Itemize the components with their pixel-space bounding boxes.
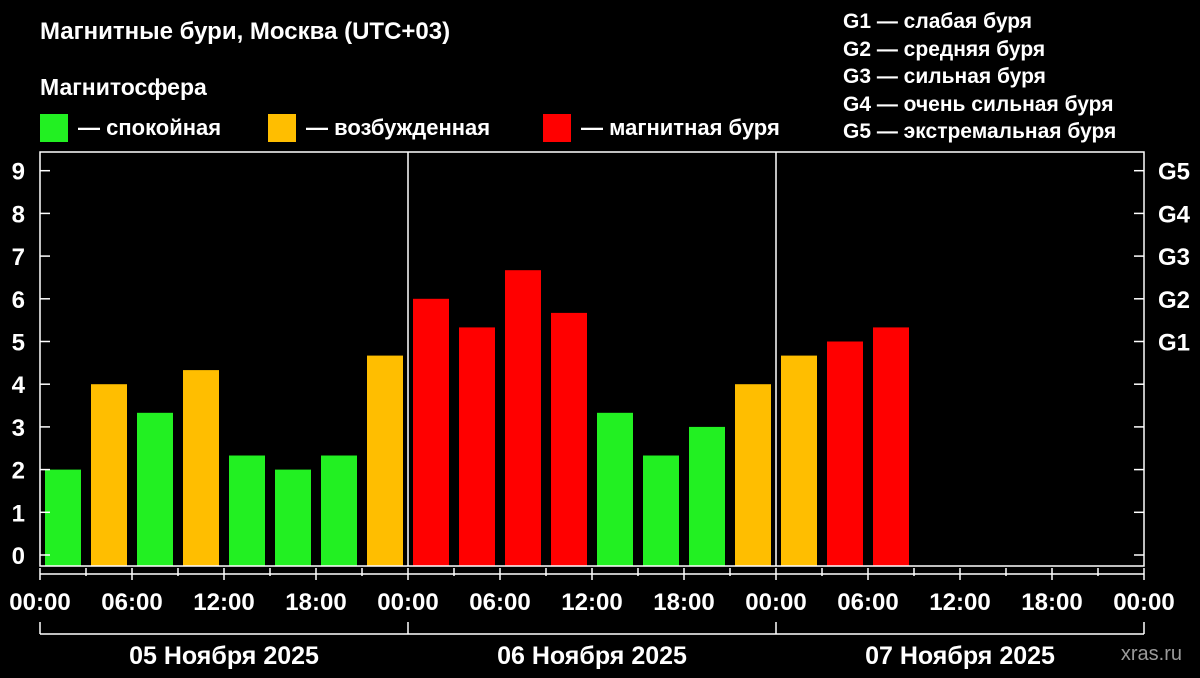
g-scale-g1: G1 — слабая буря	[843, 10, 1033, 33]
y-tick-label-6: 6	[12, 287, 25, 314]
kp-bar-7	[321, 455, 357, 566]
x-tick-label-7: 18:00	[653, 589, 714, 616]
x-tick-label-9: 06:00	[837, 589, 898, 616]
kp-bar-1	[45, 469, 81, 566]
kp-bar-3	[137, 412, 173, 566]
kp-bar-14	[643, 455, 679, 566]
kp-bar-17	[781, 355, 817, 566]
kp-bar-9	[413, 298, 449, 566]
g-scale-g5: G5 — экстремальная буря	[843, 120, 1117, 143]
watermark: xras.ru	[1120, 643, 1182, 665]
right-axis-label-g5: G5	[1158, 159, 1190, 186]
plot-frame	[39, 151, 1145, 567]
right-axis-label-g3: G3	[1158, 244, 1190, 271]
x-tick-label-11: 18:00	[1021, 589, 1082, 616]
right-axis-label-g1: G1	[1158, 330, 1190, 357]
y-tick-label-7: 7	[12, 244, 25, 271]
y-tick-label-0: 0	[12, 543, 25, 570]
kp-bar-12	[551, 312, 587, 566]
y-tick-label-9: 9	[12, 159, 25, 186]
legend-heading: Магнитосфера	[40, 74, 207, 100]
y-tick-label-1: 1	[12, 500, 25, 527]
kp-bar-11	[505, 270, 541, 566]
y-tick-label-8: 8	[12, 201, 25, 228]
legend-swatch-quiet	[40, 114, 68, 142]
x-tick-label-6: 12:00	[561, 589, 622, 616]
kp-bar-13	[597, 412, 633, 566]
y-tick-label-2: 2	[12, 458, 25, 485]
kp-bar-4	[183, 370, 219, 566]
kp-bar-19	[873, 327, 909, 566]
g-scale-g2: G2 — средняя буря	[843, 37, 1046, 61]
chart-title: Магнитные бури, Москва (UTC+03)	[40, 18, 451, 45]
x-tick-label-10: 12:00	[929, 589, 990, 616]
day-label-2: 06 Ноября 2025	[497, 642, 687, 670]
kp-bar-6	[275, 469, 311, 566]
kp-bar-15	[689, 426, 725, 566]
kp-bar-8	[367, 355, 403, 566]
day-label-3: 07 Ноября 2025	[865, 642, 1055, 670]
legend-swatch-active	[268, 114, 296, 142]
y-tick-label-4: 4	[12, 372, 26, 399]
x-tick-label-4: 00:00	[377, 589, 438, 616]
legend-label-active: — возбужденная	[306, 115, 491, 140]
right-axis-label-g2: G2	[1158, 287, 1190, 314]
legend-item-active: — возбужденная	[268, 114, 490, 142]
kp-bar-2	[91, 384, 127, 566]
legend-item-quiet: — спокойная	[40, 114, 221, 142]
g-scale-g4: G4 — очень сильная буря	[843, 92, 1114, 116]
x-tick-label-8: 00:00	[745, 589, 806, 616]
y-tick-label-3: 3	[12, 415, 25, 442]
kp-bar-18	[827, 341, 863, 566]
day-label-1: 05 Ноября 2025	[129, 642, 319, 670]
legend-label-storm: — магнитная буря	[581, 115, 780, 140]
x-tick-label-0: 00:00	[9, 589, 70, 616]
legend-swatch-storm	[543, 114, 571, 142]
x-tick-label-2: 12:00	[193, 589, 254, 616]
y-tick-label-5: 5	[12, 330, 25, 357]
legend-item-storm: — магнитная буря	[543, 114, 780, 142]
legend-label-quiet: — спокойная	[78, 115, 222, 140]
kp-bar-16	[735, 384, 771, 566]
kp-bar-10	[459, 327, 495, 566]
g-scale-g3: G3 — сильная буря	[843, 65, 1046, 88]
x-tick-label-12: 00:00	[1113, 589, 1174, 616]
g-scale-legend: G1 — слабая буря G2 — средняя буря G3 — …	[843, 8, 1116, 146]
x-tick-label-5: 06:00	[469, 589, 530, 616]
x-tick-label-1: 06:00	[101, 589, 162, 616]
kp-bar-5	[229, 455, 265, 566]
right-axis-label-g4: G4	[1158, 201, 1191, 228]
x-tick-label-3: 18:00	[285, 589, 346, 616]
